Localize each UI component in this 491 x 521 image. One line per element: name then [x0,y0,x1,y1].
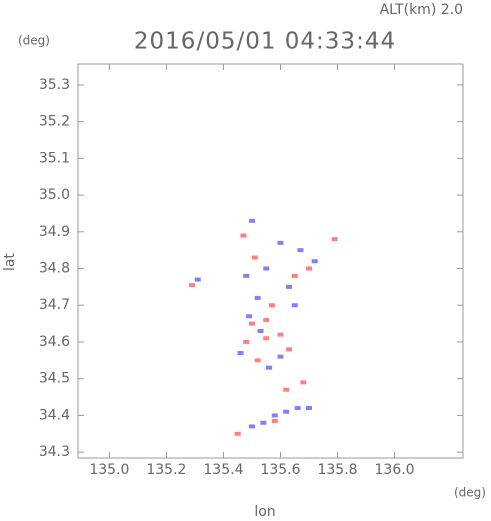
echo-point [246,314,253,319]
echo-point [248,424,255,429]
y-unit: (deg) [18,34,50,48]
echo-point [283,387,290,392]
echo-point [243,339,250,344]
y-tick-label: 35.0 [39,187,70,203]
echo-point [189,283,196,288]
x-axis-label: lon [254,504,275,520]
echo-point [294,406,301,411]
y-tick-label: 34.7 [39,297,70,313]
echo-point [311,259,318,264]
echo-point [271,413,278,418]
plot-frame [77,63,464,459]
y-tick-label: 34.6 [39,334,70,350]
echo-point [291,273,298,278]
echo-point [277,240,284,245]
chart-title: 2016/05/01 04:33:44 [134,29,396,55]
echo-point [283,409,290,414]
echo-point [277,332,284,337]
echo-point [263,317,270,322]
echo-point [331,237,338,242]
y-tick-label: 35.1 [39,150,70,166]
echo-point [257,328,264,333]
x-tick-label: 135.8 [317,462,357,478]
echo-point [248,218,255,223]
y-tick-label: 34.8 [39,261,70,277]
y-axis-label: lat [2,253,18,271]
echo-point [254,295,261,300]
echo-point [260,420,267,425]
y-tick-label: 35.3 [39,77,70,93]
echo-point [251,255,258,260]
echo-point [248,321,255,326]
echo-point [271,418,278,423]
y-tick-label: 34.3 [39,444,70,460]
x-tick-label: 135.6 [260,462,300,478]
echo-point [237,350,244,355]
x-tick-label: 135.4 [203,462,243,478]
y-tick-label: 34.9 [39,224,70,240]
x-tick-label: 135.0 [89,462,129,478]
echo-point [268,303,275,308]
annotation: ALT(km) 2.0 [380,2,463,18]
echo-point [297,248,304,253]
echo-point [300,380,307,385]
echo-point [234,431,241,436]
y-tick-label: 35.2 [39,114,70,130]
echo-point [286,284,293,289]
x-tick-label: 136.0 [375,462,415,478]
echo-point [240,233,247,238]
echo-point [266,365,273,370]
echo-point [286,347,293,352]
echo-point [263,266,270,271]
y-tick-label: 34.5 [39,371,70,387]
echo-point [306,406,312,411]
echo-point [263,336,270,341]
echo-point [194,277,201,282]
echo-point [291,303,298,308]
echo-point [254,358,261,363]
echo-point [306,266,312,271]
echo-point [243,273,250,278]
x-tick-label: 135.2 [146,462,186,478]
y-tick-label: 34.4 [39,407,70,423]
echo-point [277,354,284,359]
x-unit: (deg) [454,486,486,500]
